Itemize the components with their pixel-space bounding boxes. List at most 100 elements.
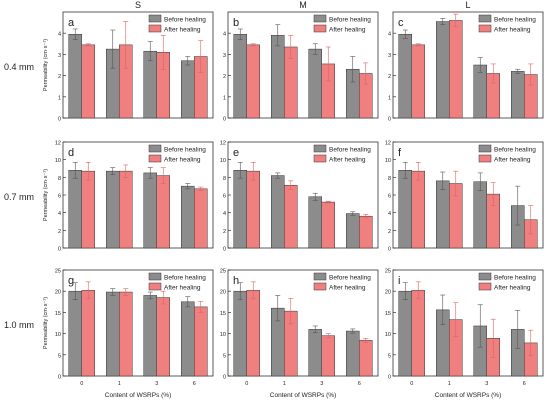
chart-panel-c: c 0 1 2 3 4 Before healing After healing <box>388 11 544 123</box>
y-tick-label: 4 <box>223 211 226 217</box>
y-tick-label: 8 <box>388 176 391 182</box>
column-title: M <box>299 0 307 10</box>
x-axis-label: Content of WSRPs (%) <box>270 392 336 399</box>
y-tick-label: 10 <box>55 158 61 164</box>
legend-swatch-after <box>313 24 327 33</box>
bar-before-healing <box>181 185 195 249</box>
legend-label: Before healing <box>164 17 206 24</box>
bar-before-healing <box>398 34 412 119</box>
bar-before-healing <box>308 48 322 119</box>
y-tick-label: 20 <box>385 290 391 296</box>
bar-before-healing <box>271 175 285 249</box>
bar-after-healing <box>246 170 260 249</box>
plot-frame <box>392 269 544 377</box>
legend-label: Before healing <box>494 17 536 24</box>
bar-before-healing <box>271 35 285 119</box>
legend-label: Before healing <box>164 275 206 282</box>
y-tick-label: 3 <box>388 53 391 59</box>
bar-after-healing <box>411 170 425 249</box>
bar-before-healing <box>233 290 247 377</box>
bar-before-healing <box>346 330 360 377</box>
y-tick-label: 0 <box>223 247 226 253</box>
row-label: 1.0 mm <box>4 320 34 330</box>
bar-before-healing <box>308 329 322 377</box>
bar-before-healing <box>68 34 82 119</box>
legend: Before healing After healing <box>313 14 371 34</box>
plot-frame <box>227 269 379 377</box>
bar-before-healing <box>68 170 82 249</box>
bar-after-healing <box>411 290 425 377</box>
bar-after-healing <box>194 306 208 377</box>
y-tick-label: 8 <box>58 176 61 182</box>
x-tick-label: 0 <box>245 381 248 387</box>
legend: Before healing After healing <box>478 14 536 34</box>
y-tick-label: 0 <box>388 247 391 253</box>
bar-after-healing <box>156 297 170 377</box>
bar-before-healing <box>473 64 487 119</box>
bar-after-healing <box>284 185 298 249</box>
y-tick-label: 2 <box>58 229 61 235</box>
panel-letter: b <box>233 17 239 29</box>
y-tick-label: 2 <box>58 74 61 80</box>
x-tick-label: 3 <box>155 381 158 387</box>
bar-before-healing <box>233 34 247 119</box>
panel-letter: e <box>233 147 239 159</box>
bar-after-healing <box>411 44 425 119</box>
x-tick-label: 1 <box>448 381 451 387</box>
y-tick-label: 25 <box>220 269 226 275</box>
legend: Before healing After healing <box>313 272 371 292</box>
y-tick-label: 6 <box>223 194 226 200</box>
column-title: S <box>135 0 141 10</box>
y-tick-label: 20 <box>55 290 61 296</box>
legend-swatch-before <box>478 272 492 281</box>
bar-before-healing <box>473 181 487 249</box>
y-tick-label: 10 <box>220 158 226 164</box>
bar-before-healing <box>436 21 450 119</box>
legend-label: Before healing <box>164 147 206 154</box>
y-tick-label: 2 <box>388 74 391 80</box>
panel-letter: a <box>68 17 75 29</box>
panel-letter: g <box>68 275 74 287</box>
legend-swatch-before <box>313 272 327 281</box>
bar-after-healing <box>449 20 463 119</box>
legend-swatch-after <box>313 154 327 163</box>
y-tick-label: 2 <box>388 229 391 235</box>
legend: Before healing After healing <box>148 144 206 164</box>
y-tick-label: 10 <box>385 332 391 338</box>
legend-label: After healing <box>164 157 201 164</box>
bar-after-healing <box>359 215 373 249</box>
legend-swatch-after <box>478 282 492 291</box>
bar-before-healing <box>68 290 82 377</box>
legend-swatch-after <box>478 24 492 33</box>
legend-label: After healing <box>329 285 366 292</box>
y-tick-label: 4 <box>388 32 391 38</box>
y-tick-label: 0 <box>58 375 61 381</box>
x-tick-label: 3 <box>485 381 488 387</box>
y-tick-label: 3 <box>223 53 226 59</box>
x-axis-label: Content of WSRPs (%) <box>435 392 501 399</box>
x-tick-label: 6 <box>358 381 361 387</box>
y-tick-label: 5 <box>58 353 61 359</box>
row-label: 0.4 mm <box>4 62 34 72</box>
y-tick-label: 0 <box>58 117 61 123</box>
y-tick-label: 12 <box>55 141 61 147</box>
x-tick-label: 6 <box>523 381 526 387</box>
bar-before-healing <box>233 170 247 249</box>
y-tick-label: 12 <box>220 141 226 147</box>
panel-letter: c <box>398 17 404 29</box>
chart-panel-i: i 0 5 10 15 20 25 0 1 3 6 Content of WSRPs (%) Befor… <box>385 269 544 399</box>
legend: Before healing After healing <box>148 14 206 34</box>
bar-after-healing <box>194 188 208 249</box>
plot-frame <box>392 11 544 119</box>
legend-label: After healing <box>164 27 201 34</box>
bar-after-healing <box>321 335 335 377</box>
panel-letter: f <box>398 147 402 159</box>
y-tick-label: 4 <box>58 32 61 38</box>
legend-label: After healing <box>329 157 366 164</box>
row-labels: 0.4 mm 0.7 mm 1.0 mm <box>4 62 34 330</box>
chart-panel-b: b 0 1 2 3 4 Before healing After healing <box>223 11 379 123</box>
chart-panel-a: a 0 1 2 3 4 Permeability (cm·s⁻¹) Before healin… <box>43 11 214 123</box>
legend-swatch-after <box>148 24 162 33</box>
